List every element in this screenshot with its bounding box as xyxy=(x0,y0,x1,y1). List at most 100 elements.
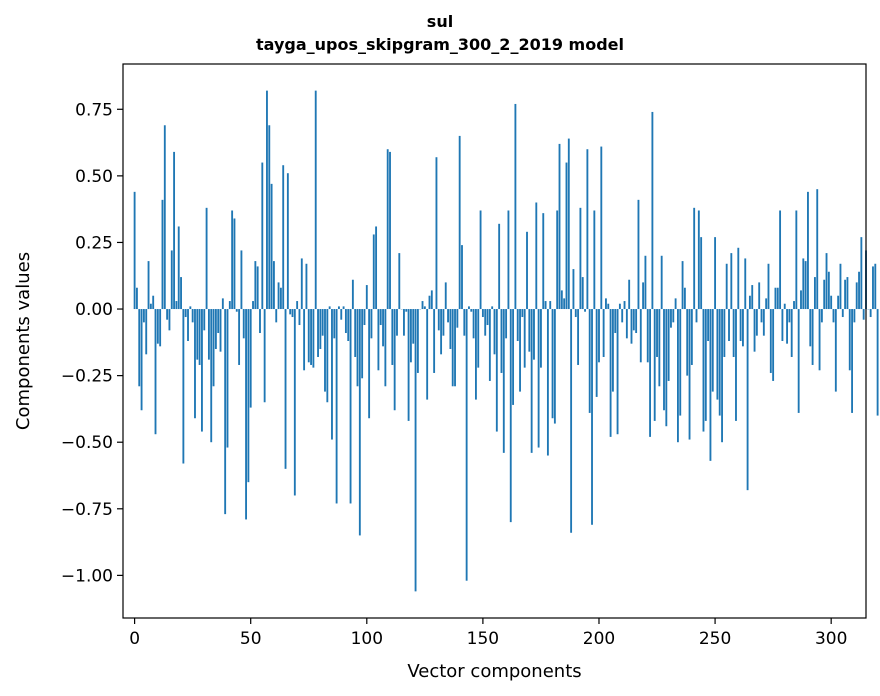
bar xyxy=(779,210,782,310)
bar xyxy=(672,309,675,323)
bar xyxy=(435,157,438,310)
bar xyxy=(256,266,259,310)
bar xyxy=(407,309,410,421)
bar xyxy=(526,231,528,310)
bar xyxy=(252,301,254,310)
bar xyxy=(623,301,626,310)
bar xyxy=(774,287,777,310)
bar xyxy=(556,210,559,310)
bar xyxy=(595,309,598,397)
bar xyxy=(428,295,431,310)
bar xyxy=(305,263,308,310)
bar xyxy=(686,309,689,376)
bar xyxy=(194,309,196,419)
bar xyxy=(625,309,628,339)
bar xyxy=(663,309,665,411)
bar xyxy=(154,309,157,435)
bar xyxy=(834,309,837,392)
bar xyxy=(170,250,173,310)
bar xyxy=(361,309,364,379)
bar xyxy=(516,309,519,341)
bar xyxy=(572,269,575,310)
bar xyxy=(593,210,596,310)
bar xyxy=(519,309,521,392)
bar xyxy=(714,237,717,310)
bar xyxy=(744,258,747,310)
bar xyxy=(848,309,851,371)
bar xyxy=(851,309,853,413)
bar xyxy=(321,309,324,336)
x-tick-label: 300 xyxy=(815,629,847,649)
y-tick-label: −0.50 xyxy=(61,433,113,453)
bar xyxy=(618,303,621,310)
bar xyxy=(598,309,600,363)
bar xyxy=(797,309,800,413)
bar xyxy=(751,285,754,310)
bar xyxy=(233,218,236,310)
bar xyxy=(423,306,426,310)
bar xyxy=(732,309,735,357)
bar xyxy=(500,309,503,373)
bar xyxy=(314,90,317,310)
bar xyxy=(776,287,779,310)
bar xyxy=(396,309,398,336)
bar xyxy=(335,309,338,504)
x-tick-label: 50 xyxy=(240,629,262,649)
bar xyxy=(846,277,849,310)
bar xyxy=(468,306,470,310)
bar xyxy=(707,309,710,341)
y-tick-label: 0.00 xyxy=(75,300,113,320)
bar xyxy=(795,210,798,310)
bar xyxy=(820,309,823,323)
y-tick-label: −1.00 xyxy=(61,566,113,586)
bar xyxy=(558,143,561,310)
bar xyxy=(159,309,162,347)
bar xyxy=(651,111,654,310)
bar xyxy=(393,309,396,411)
bar xyxy=(772,309,775,381)
bar xyxy=(581,277,584,310)
bar xyxy=(296,301,299,310)
bar xyxy=(279,287,282,310)
bar xyxy=(138,309,141,387)
bar xyxy=(354,309,357,357)
bar xyxy=(700,237,703,310)
y-tick-label: −0.25 xyxy=(61,367,113,387)
bar xyxy=(189,306,192,310)
bar xyxy=(570,309,573,533)
bar xyxy=(758,282,761,310)
bar xyxy=(263,309,266,403)
x-tick-label: 0 xyxy=(129,629,140,649)
bar xyxy=(574,309,577,318)
bar xyxy=(203,309,206,331)
bar xyxy=(196,309,199,360)
bar xyxy=(219,309,222,352)
bar xyxy=(656,309,658,357)
bar xyxy=(282,165,285,310)
bar xyxy=(493,309,496,355)
bar xyxy=(463,309,466,336)
bar xyxy=(523,309,526,368)
bar xyxy=(342,306,345,310)
bar xyxy=(862,309,865,320)
bar xyxy=(347,309,350,341)
bar xyxy=(224,309,227,515)
bar xyxy=(372,234,375,310)
bar xyxy=(161,199,164,310)
bar xyxy=(272,261,275,310)
bar xyxy=(748,295,751,310)
bar xyxy=(721,309,723,443)
bar xyxy=(284,309,287,469)
bar xyxy=(509,309,512,523)
bar xyxy=(507,210,510,310)
bar xyxy=(711,309,714,392)
bar xyxy=(616,309,619,435)
bar xyxy=(456,309,459,328)
bar xyxy=(586,149,589,310)
bar xyxy=(533,309,535,360)
bar xyxy=(201,309,203,432)
bar xyxy=(277,282,280,310)
bar xyxy=(175,301,178,310)
bar xyxy=(621,309,624,323)
